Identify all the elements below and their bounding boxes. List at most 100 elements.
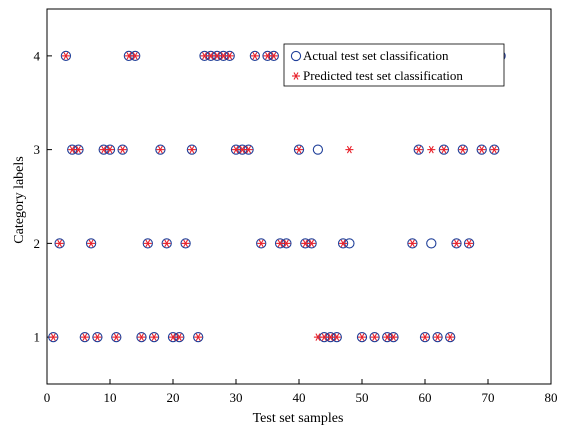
data-point-actual: [426, 238, 437, 249]
data-point-predicted: [358, 333, 366, 341]
data-point-predicted: [106, 145, 114, 154]
y-tick-label: 2: [34, 236, 41, 251]
legend-label-predicted: Predicted test set classification: [303, 68, 463, 83]
data-point-predicted: [446, 333, 455, 341]
data-point-predicted: [295, 145, 303, 154]
data-point-predicted: [244, 145, 253, 154]
data-point-actual: [142, 238, 153, 249]
data-point-actual: [476, 144, 487, 155]
data-point-predicted: [332, 333, 341, 341]
y-tick-label: 3: [34, 142, 41, 157]
data-point-predicted: [93, 333, 102, 341]
data-point-predicted: [61, 52, 70, 60]
data-point-predicted: [80, 333, 89, 341]
data-point-actual: [256, 238, 267, 249]
data-point-actual: [337, 238, 349, 249]
data-point-actual: [117, 144, 128, 155]
data-point-actual: [489, 144, 500, 155]
data-point-predicted: [187, 145, 196, 154]
data-point-actual: [85, 238, 97, 249]
data-point-actual: [193, 331, 204, 343]
data-point-actual: [445, 331, 456, 343]
data-point-predicted: [408, 239, 417, 248]
data-point-predicted: [433, 333, 442, 341]
legend-marker-actual: [290, 50, 302, 62]
data-point-predicted: [112, 333, 121, 341]
data-point-actual: [413, 144, 424, 155]
data-point-predicted: [282, 239, 291, 248]
data-point-actual: [48, 331, 59, 343]
x-tick-label: 20: [167, 390, 180, 405]
series-actual: [48, 50, 506, 343]
data-point-predicted: [477, 145, 486, 154]
data-point-predicted: [49, 333, 58, 341]
data-point-predicted: [389, 333, 398, 341]
data-point-actual: [186, 144, 198, 155]
data-point-predicted: [143, 239, 152, 248]
data-point-predicted: [175, 333, 184, 341]
data-point-actual: [432, 331, 443, 343]
x-axis-title: Test set samples: [253, 411, 344, 426]
data-point-actual: [249, 50, 261, 62]
data-point-actual: [79, 331, 90, 343]
y-axis-title: Category labels: [12, 156, 27, 243]
data-point-actual: [419, 331, 431, 343]
data-point-actual: [457, 144, 468, 155]
data-point-predicted: [269, 52, 278, 60]
data-point-predicted: [162, 239, 171, 248]
data-point-actual: [136, 331, 147, 343]
data-point-predicted: [131, 52, 140, 60]
data-point-actual: [148, 331, 160, 343]
data-point-predicted: [427, 145, 436, 154]
data-point-actual: [356, 331, 368, 343]
legend-marker-predicted: [292, 72, 300, 80]
x-tick-label: 70: [482, 390, 495, 405]
x-tick-label: 50: [356, 390, 369, 405]
data-point-predicted: [118, 145, 127, 154]
data-point-actual: [92, 331, 103, 343]
data-point-predicted: [87, 239, 96, 248]
legend-box: [283, 43, 505, 87]
x-tick-label: 80: [545, 390, 558, 405]
data-point-actual: [312, 144, 324, 155]
data-point-predicted: [452, 239, 461, 248]
data-point-actual: [293, 144, 305, 155]
legend: Actual test set classification Predicted…: [283, 43, 505, 87]
data-point-predicted: [370, 333, 379, 341]
data-point-actual: [111, 331, 122, 343]
data-point-predicted: [421, 333, 429, 341]
data-point-predicted: [345, 145, 354, 154]
data-point-actual: [161, 238, 172, 249]
data-point-predicted: [194, 333, 203, 341]
data-point-actual: [369, 331, 380, 343]
data-point-predicted: [74, 145, 83, 154]
x-tick-label: 0: [44, 390, 51, 405]
data-point-actual: [463, 238, 475, 249]
data-point-actual: [54, 238, 65, 249]
series-predicted: [49, 52, 505, 341]
data-point-actual: [60, 50, 72, 62]
data-point-actual: [180, 238, 191, 249]
legend-label-actual: Actual test set classification: [303, 48, 449, 63]
data-point-predicted: [257, 239, 266, 248]
data-point-actual: [451, 238, 462, 249]
data-point-predicted: [137, 333, 146, 341]
data-point-predicted: [181, 239, 190, 248]
data-point-predicted: [439, 145, 448, 154]
data-point-predicted: [225, 52, 234, 60]
y-tick-label: 4: [34, 48, 41, 63]
x-tick-label: 40: [293, 390, 306, 405]
data-point-predicted: [307, 239, 316, 248]
data-point-predicted: [414, 145, 423, 154]
data-point-predicted: [465, 239, 474, 248]
x-tick-label: 30: [230, 390, 243, 405]
data-point-actual: [407, 238, 418, 249]
data-point-predicted: [55, 239, 64, 248]
legend-asterisk-symbol: [292, 72, 300, 80]
data-point-predicted: [458, 145, 467, 154]
data-point-predicted: [250, 52, 259, 60]
legend-circle-symbol: [290, 50, 302, 62]
data-point-predicted: [156, 145, 165, 154]
data-point-predicted: [339, 239, 348, 248]
